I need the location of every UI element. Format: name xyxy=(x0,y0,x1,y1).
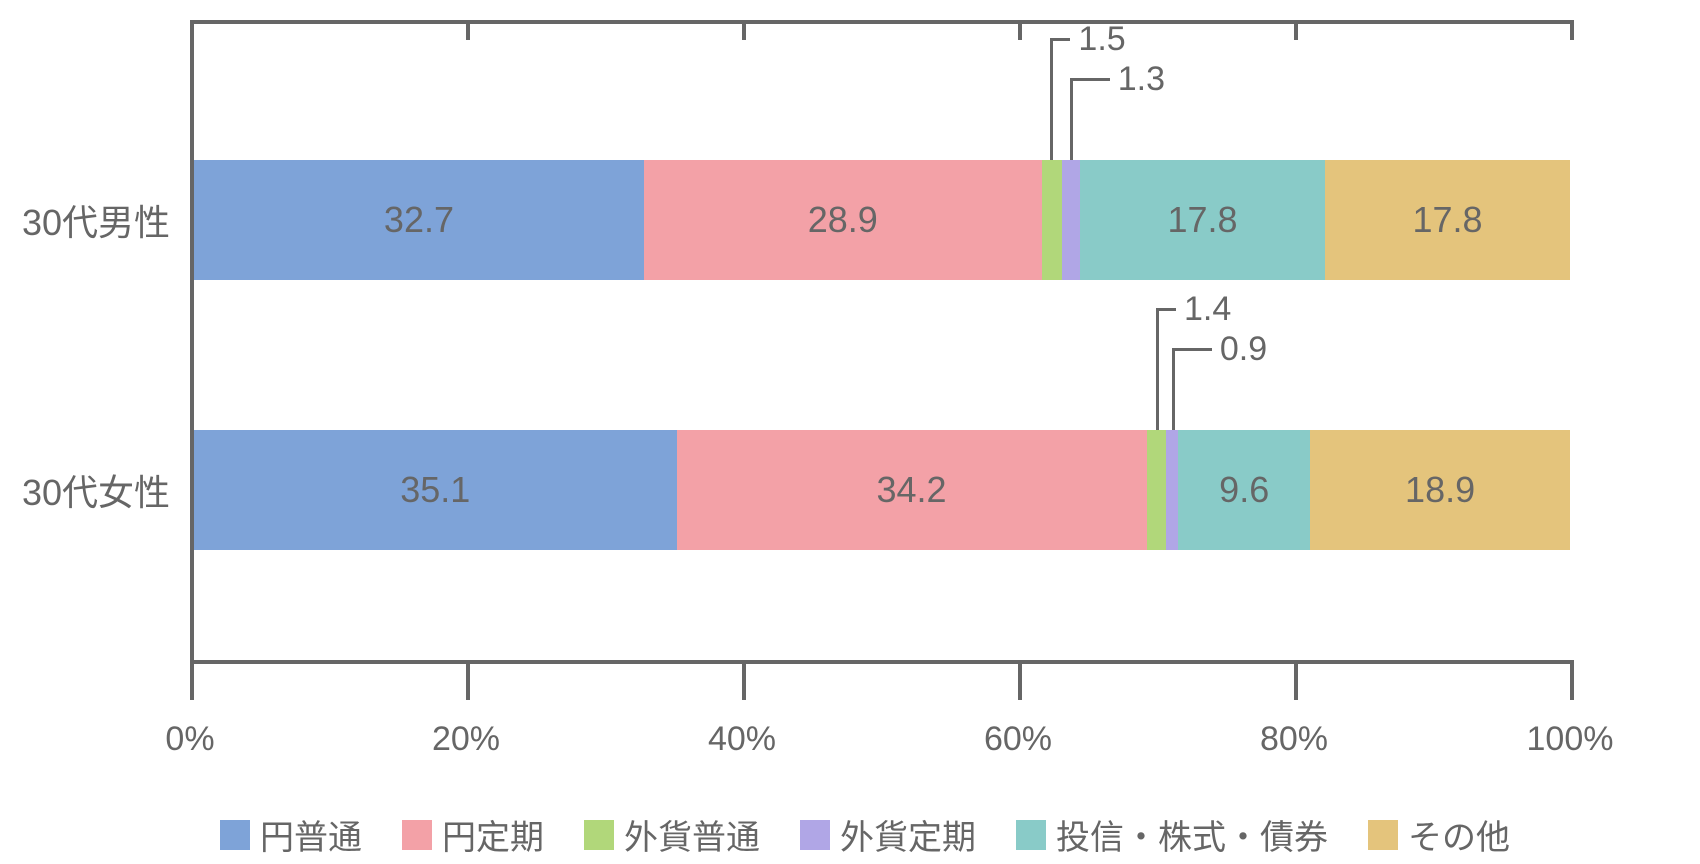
legend-label: 円普通 xyxy=(260,810,362,859)
tick-top xyxy=(1294,20,1298,40)
segment-fx_ordinary xyxy=(1042,160,1063,280)
tick-bottom xyxy=(1570,660,1574,700)
row-label: 30代女性 xyxy=(22,464,170,516)
segment-value: 18.9 xyxy=(1405,469,1475,511)
tick-label: 40% xyxy=(708,720,776,759)
stacked-bar-chart: 0% 20% 40% 60% 80% 100% 30代男性 32.7 28.9 17.8 17.8 1… xyxy=(0,0,1700,864)
segment-securities: 17.8 xyxy=(1080,160,1325,280)
callout-line-vertical xyxy=(1156,308,1159,430)
tick-top xyxy=(742,20,746,40)
legend-item: 円定期 xyxy=(402,810,544,859)
legend-item: 円普通 xyxy=(220,810,362,859)
bar-row: 35.1 34.2 9.6 18.9 xyxy=(194,430,1570,550)
legend-label: その他 xyxy=(1408,810,1510,859)
axis-top xyxy=(190,20,1570,24)
segment-fx_fixed xyxy=(1062,160,1080,280)
legend-label: 円定期 xyxy=(442,810,544,859)
tick-top xyxy=(1570,20,1574,40)
legend-label: 外貨定期 xyxy=(840,810,976,859)
legend-swatch xyxy=(220,820,250,850)
callout-label: 0.9 xyxy=(1220,330,1267,369)
callout-label: 1.3 xyxy=(1118,60,1165,99)
segment-yen_fixed: 34.2 xyxy=(677,430,1147,550)
segment-value: 9.6 xyxy=(1219,469,1269,511)
legend-item: 外貨普通 xyxy=(584,810,760,859)
segment-fx_fixed xyxy=(1166,430,1178,550)
segment-value: 35.1 xyxy=(400,469,470,511)
segment-other: 17.8 xyxy=(1325,160,1570,280)
tick-label: 60% xyxy=(984,720,1052,759)
callout-label: 1.4 xyxy=(1184,290,1231,329)
legend-item: 投信・株式・債券 xyxy=(1016,810,1328,859)
tick-bottom xyxy=(1018,660,1022,700)
callout-line-horizontal xyxy=(1172,348,1212,351)
segment-yen_fixed: 28.9 xyxy=(644,160,1042,280)
callout-line-horizontal xyxy=(1070,78,1110,81)
legend-label: 外貨普通 xyxy=(624,810,760,859)
axis-bottom xyxy=(190,660,1574,664)
legend-label: 投信・株式・債券 xyxy=(1056,810,1328,859)
segment-value: 17.8 xyxy=(1412,199,1482,241)
axis-left xyxy=(190,20,194,664)
tick-top xyxy=(190,20,194,40)
segment-yen_ordinary: 32.7 xyxy=(194,160,644,280)
tick-bottom xyxy=(190,660,194,700)
segment-value: 17.8 xyxy=(1168,199,1238,241)
segment-value: 28.9 xyxy=(808,199,878,241)
legend-swatch xyxy=(584,820,614,850)
tick-bottom xyxy=(1294,660,1298,700)
segment-value: 34.2 xyxy=(877,469,947,511)
callout-line-vertical xyxy=(1172,348,1175,430)
legend-item: 外貨定期 xyxy=(800,810,976,859)
legend-swatch xyxy=(1016,820,1046,850)
segment-securities: 9.6 xyxy=(1178,430,1310,550)
callout-line-vertical xyxy=(1050,38,1053,160)
tick-label: 80% xyxy=(1260,720,1328,759)
bar-row: 32.7 28.9 17.8 17.8 xyxy=(194,160,1570,280)
tick-top xyxy=(466,20,470,40)
row-label: 30代男性 xyxy=(22,194,170,246)
tick-bottom xyxy=(466,660,470,700)
legend-swatch xyxy=(1368,820,1398,850)
segment-other: 18.9 xyxy=(1310,430,1570,550)
tick-label: 0% xyxy=(165,720,214,759)
tick-bottom xyxy=(742,660,746,700)
legend: 円普通 円定期 外貨普通 外貨定期 投信・株式・債券 その他 xyxy=(220,810,1510,859)
legend-swatch xyxy=(402,820,432,850)
callout-line-horizontal xyxy=(1050,38,1070,41)
segment-fx_ordinary xyxy=(1147,430,1166,550)
tick-label: 20% xyxy=(432,720,500,759)
legend-item: その他 xyxy=(1368,810,1510,859)
callout-line-horizontal xyxy=(1156,308,1176,311)
segment-value: 32.7 xyxy=(384,199,454,241)
tick-label: 100% xyxy=(1527,720,1614,759)
legend-swatch xyxy=(800,820,830,850)
callout-line-vertical xyxy=(1070,78,1073,160)
callout-label: 1.5 xyxy=(1078,20,1125,59)
segment-yen_ordinary: 35.1 xyxy=(194,430,677,550)
tick-top xyxy=(1018,20,1022,40)
